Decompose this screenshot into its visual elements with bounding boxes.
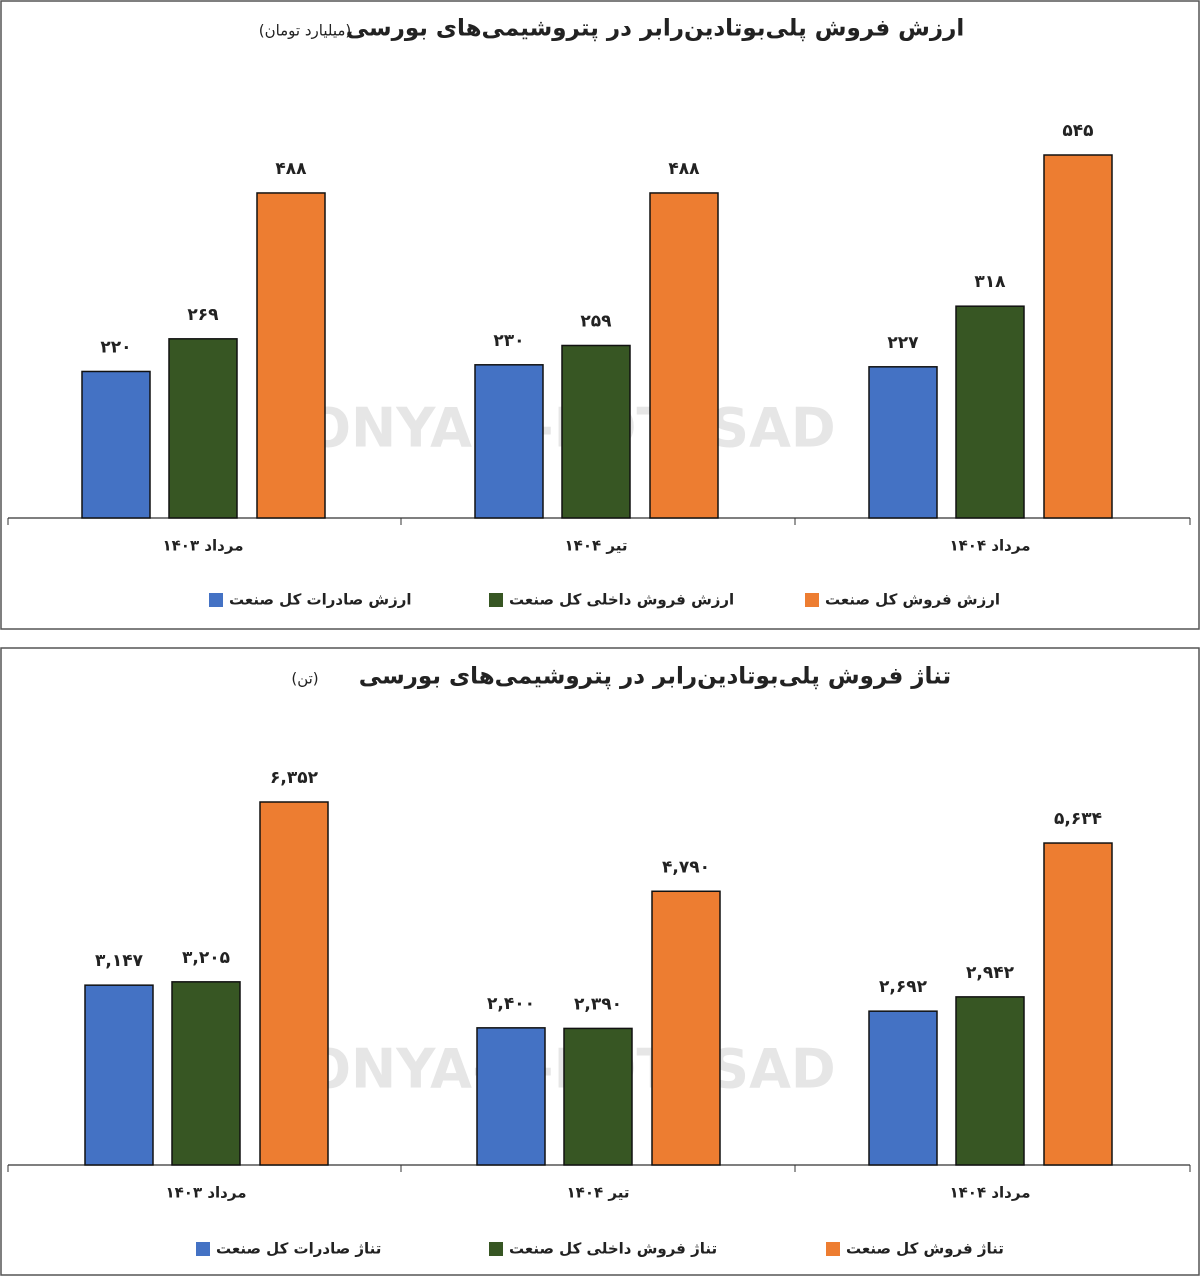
x-tick-label: مرداد ۱۴۰۴ — [949, 537, 1030, 555]
bar — [474, 364, 544, 519]
bar — [955, 305, 1025, 519]
data-label: ۳۱۸ — [974, 272, 1006, 292]
data-label: ۲۳۰ — [493, 331, 524, 351]
data-label: ۵۴۵ — [1062, 121, 1093, 141]
legend-swatch — [826, 1242, 840, 1256]
panel — [0, 0, 1200, 630]
data-label: ۳,۲۰۵ — [182, 948, 230, 968]
data-label: ۴۸۸ — [668, 159, 700, 179]
chart-title: ارزش فروش پلی‌بوتادین‌رابر در پتروشیمی‌ه… — [346, 16, 965, 42]
legend-swatch — [489, 1242, 503, 1256]
data-label: ۲۲۰ — [100, 337, 131, 357]
panel — [0, 647, 1200, 1276]
bar — [955, 996, 1025, 1166]
legend-swatch — [489, 593, 503, 607]
data-label: ۴۸۸ — [275, 159, 307, 179]
bar — [84, 984, 154, 1166]
bar — [171, 981, 241, 1166]
x-tick-label: تیر ۱۴۰۴ — [565, 537, 628, 555]
legend-label: ارزش فروش داخلی کل صنعت — [509, 591, 734, 609]
data-label: ۲,۴۰۰ — [487, 994, 535, 1014]
x-tick-label: مرداد ۱۴۰۳ — [162, 537, 243, 555]
data-label: ۵,۶۳۴ — [1054, 809, 1102, 829]
x-tick-label: تیر ۱۴۰۴ — [567, 1184, 630, 1202]
legend-swatch — [805, 593, 819, 607]
bar — [476, 1027, 546, 1166]
data-label: ۲۵۹ — [580, 311, 612, 331]
data-label: ۶,۳۵۲ — [270, 768, 319, 788]
legend-label: ارزش فروش کل صنعت — [825, 591, 1000, 609]
watermark: DONYA-E-EQTESAD — [260, 397, 835, 460]
bar — [649, 192, 719, 519]
bar — [168, 338, 238, 519]
data-label: ۲,۳۹۰ — [574, 994, 622, 1014]
bar — [868, 1010, 938, 1166]
data-label: ۴,۷۹۰ — [662, 857, 710, 877]
legend-swatch — [209, 593, 223, 607]
x-tick-label: مرداد ۱۴۰۳ — [165, 1184, 246, 1202]
chart-subtitle: (میلیارد تومان) — [259, 22, 352, 40]
data-label: ۳,۱۴۷ — [95, 951, 144, 971]
bar — [256, 192, 326, 519]
bar — [868, 366, 938, 519]
legend-label: تناژ فروش کل صنعت — [846, 1240, 1004, 1258]
legend-label: ارزش صادرات کل صنعت — [229, 591, 412, 609]
watermark: DONYA-E-EQTESAD — [260, 1038, 835, 1101]
data-label: ۲۲۷ — [887, 333, 919, 353]
legend-label: تناژ صادرات کل صنعت — [216, 1240, 381, 1258]
bar — [81, 370, 151, 519]
bar — [1043, 154, 1113, 519]
bar — [1043, 842, 1113, 1166]
bar — [561, 344, 631, 519]
x-tick-label: مرداد ۱۴۰۴ — [949, 1184, 1030, 1202]
legend-label: تناژ فروش داخلی کل صنعت — [509, 1240, 717, 1258]
data-label: ۲,۶۹۲ — [879, 977, 928, 997]
chart-title: تناژ فروش پلی‌بوتادین‌رابر در پتروشیمی‌ه… — [359, 664, 951, 690]
data-label: ۲۶۹ — [187, 305, 219, 325]
data-label: ۲,۹۴۲ — [966, 963, 1015, 983]
bar — [259, 801, 329, 1166]
chart-subtitle: (تن) — [291, 670, 318, 688]
bar — [651, 890, 721, 1166]
legend-swatch — [196, 1242, 210, 1256]
bar — [563, 1027, 633, 1166]
